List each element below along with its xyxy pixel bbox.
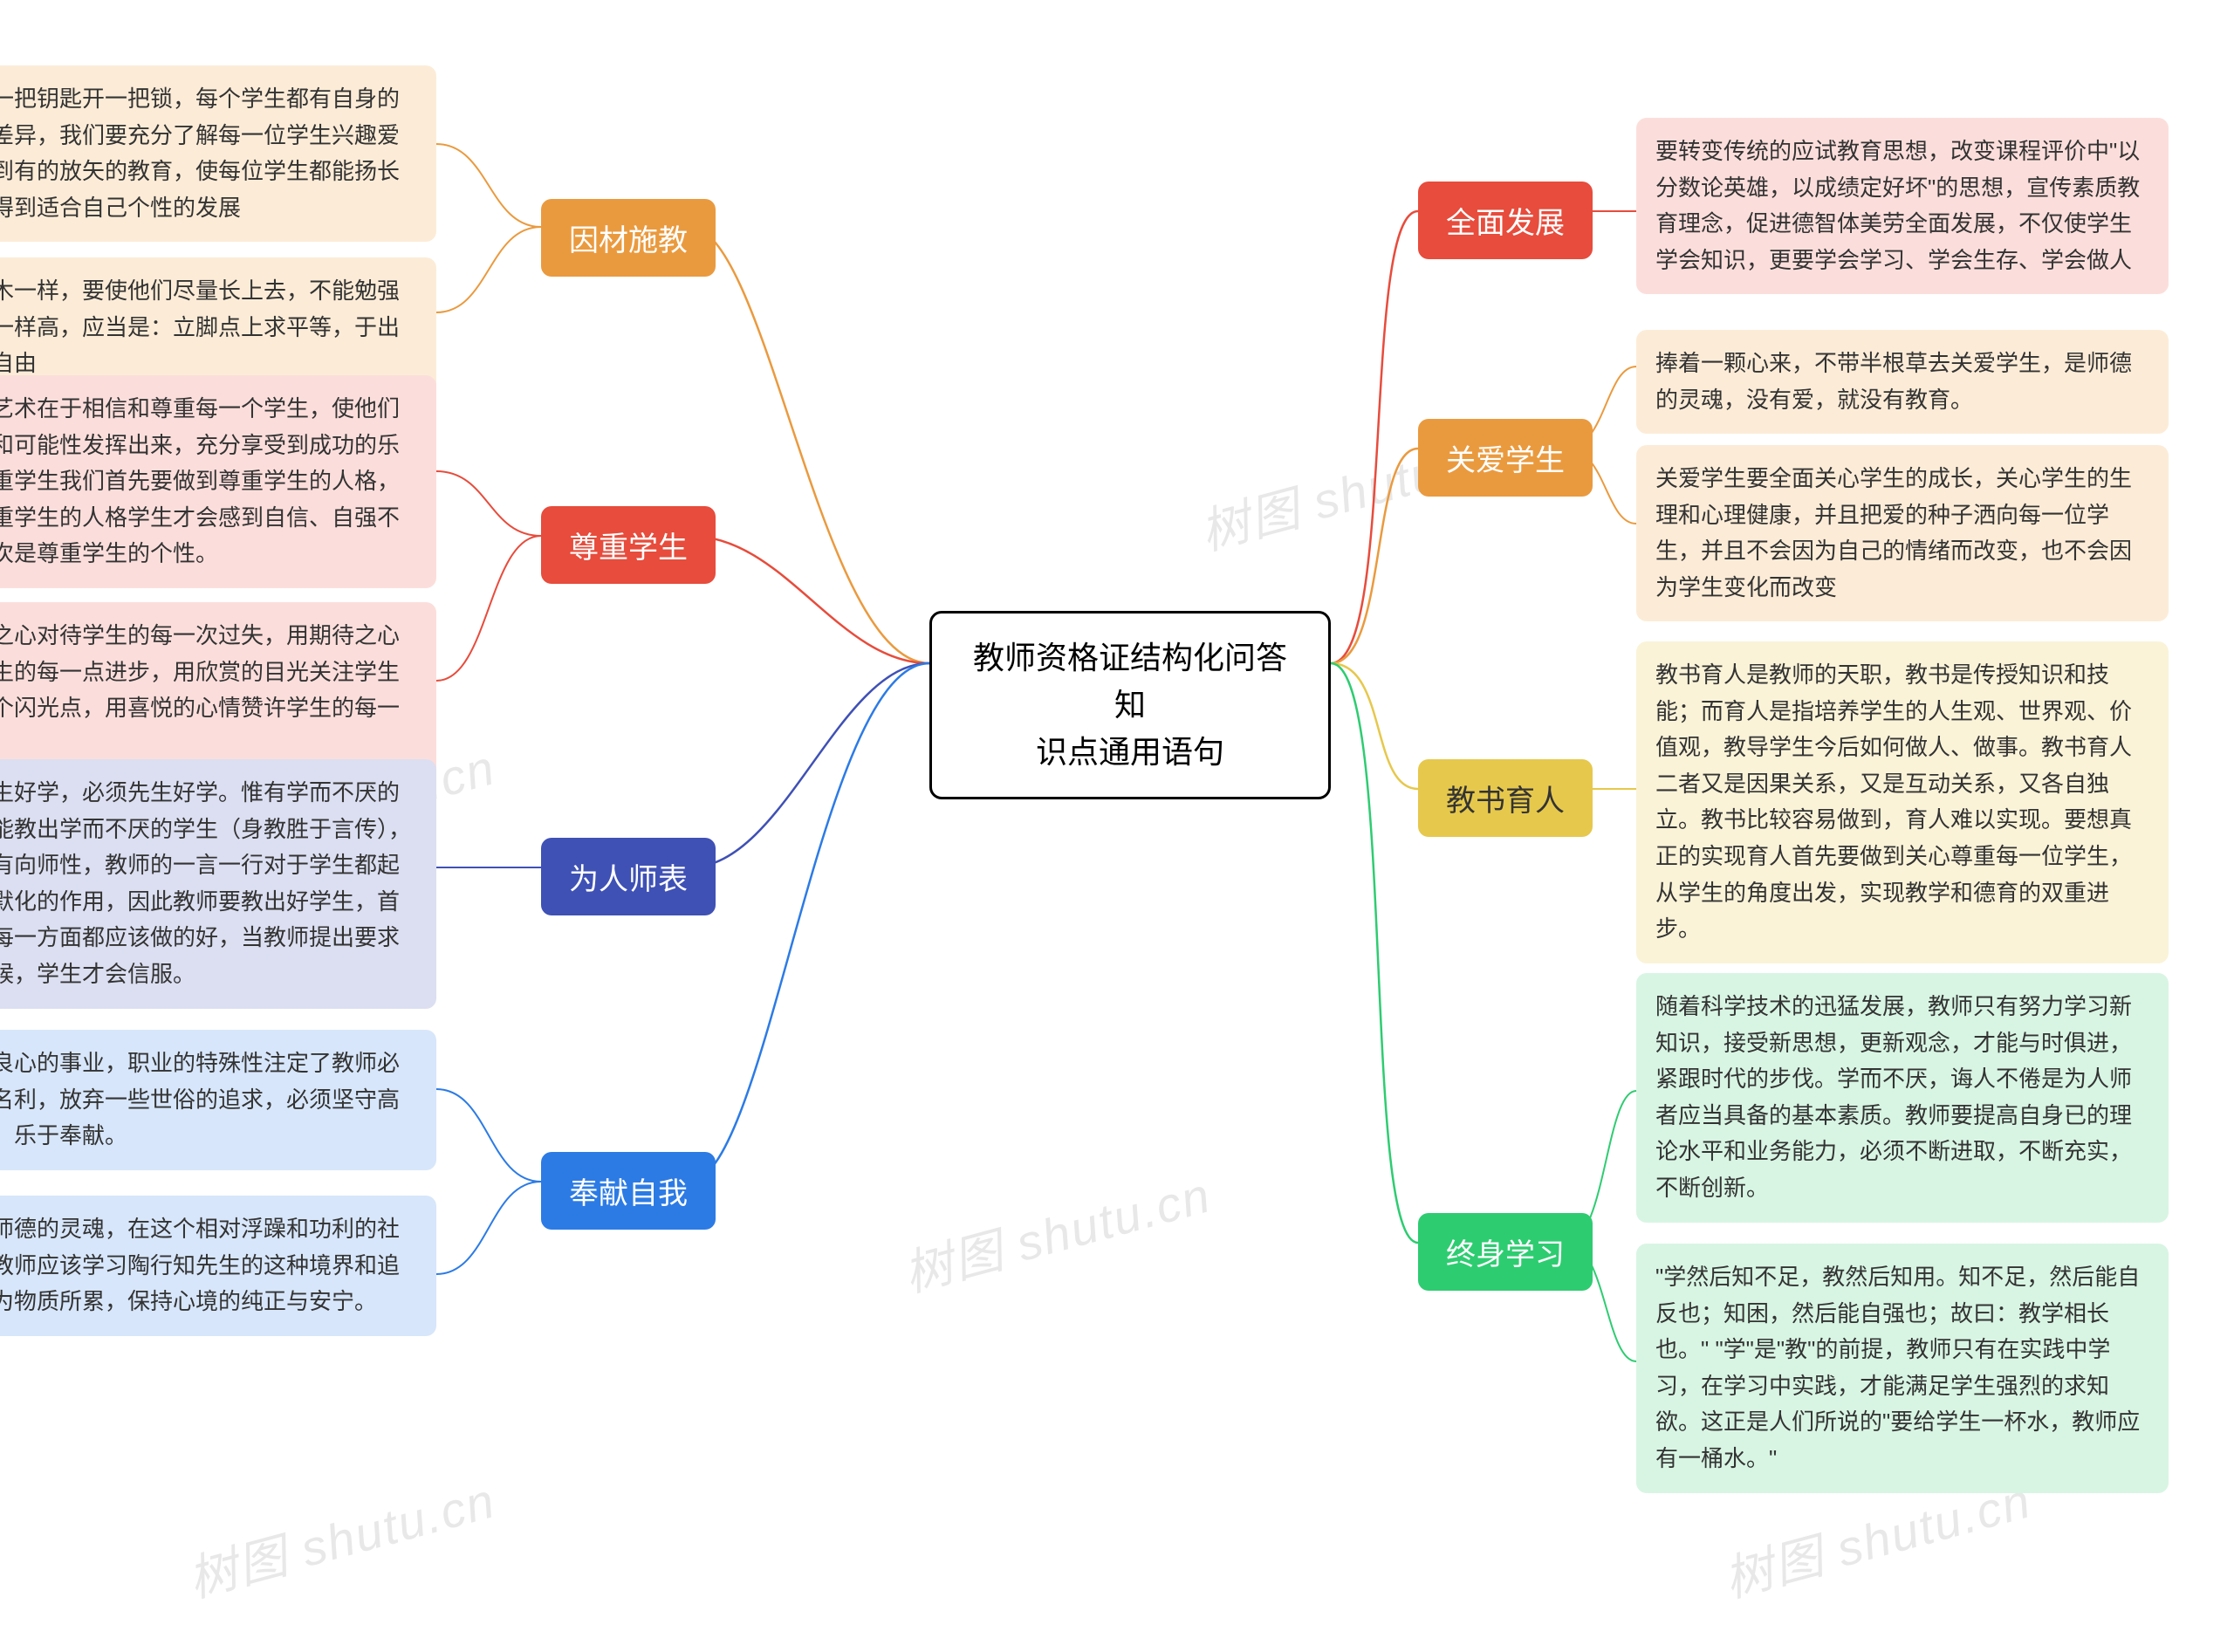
leaf-node[interactable]: 用宽容之心对待学生的每一次过失，用期待之心对待学生的每一点进步，用欣赏的目光关注… — [0, 602, 436, 778]
branch-yincai[interactable]: 因材施教 — [541, 199, 716, 277]
branch-weiren[interactable]: 为人师表 — [541, 838, 716, 915]
watermark: 树图 shutu.cn — [895, 1156, 1218, 1306]
leaf-node[interactable]: 教书育人是教师的天职，教书是传授知识和技能；而育人是指培养学生的人生观、世界观、… — [1636, 641, 2169, 963]
leaf-node[interactable]: 随着科学技术的迅猛发展，教师只有努力学习新知识，接受新思想，更新观念，才能与时俱… — [1636, 973, 2169, 1223]
branch-fengxian[interactable]: 奉献自我 — [541, 1152, 716, 1230]
branch-zunzhong[interactable]: 尊重学生 — [541, 506, 716, 584]
center-topic[interactable]: 教师资格证结构化问答知识点通用语句 — [929, 611, 1331, 799]
leaf-node[interactable]: 要想学生好学，必须先生好学。惟有学而不厌的先生才能教出学而不厌的学生（身教胜于言… — [0, 759, 436, 1009]
leaf-node[interactable]: 正所谓一把钥匙开一把锁，每个学生都有自身的特点和差异，我们要充分了解每一位学生兴… — [0, 65, 436, 242]
leaf-node[interactable]: 捧着一颗心来，不带半根草去关爱学生，是师德的灵魂，没有爱，就没有教育。 — [1636, 330, 2169, 434]
branch-quanmian[interactable]: 全面发展 — [1418, 182, 1593, 259]
leaf-node[interactable]: 教师是良心的事业，职业的特殊性注定了教师必须淡泊名利，放弃一些世俗的追求，必须坚… — [0, 1030, 436, 1170]
leaf-node[interactable]: 教育的艺术在于相信和尊重每一个学生，使他们的力量和可能性发挥出来，充分享受到成功… — [0, 375, 436, 588]
leaf-node[interactable]: 奉献是师德的灵魂，在这个相对浮躁和功利的社会中，教师应该学习陶行知先生的这种境界… — [0, 1196, 436, 1336]
watermark: 树图 shutu.cn — [180, 1462, 503, 1612]
leaf-node[interactable]: 要转变传统的应试教育思想，改变课程评价中"以分数论英雄，以成绩定好坏"的思想，宣… — [1636, 118, 2169, 294]
branch-guanai[interactable]: 关爱学生 — [1418, 419, 1593, 497]
leaf-node[interactable]: 关爱学生要全面关心学生的成长，关心学生的生理和心理健康，并且把爱的种子洒向每一位… — [1636, 445, 2169, 621]
leaf-node[interactable]: "学然后知不足，教然后知用。知不足，然后能自反也；知困，然后能自强也；故曰：教学… — [1636, 1244, 2169, 1493]
branch-jiaoshu[interactable]: 教书育人 — [1418, 759, 1593, 837]
branch-zhongshen[interactable]: 终身学习 — [1418, 1213, 1593, 1291]
